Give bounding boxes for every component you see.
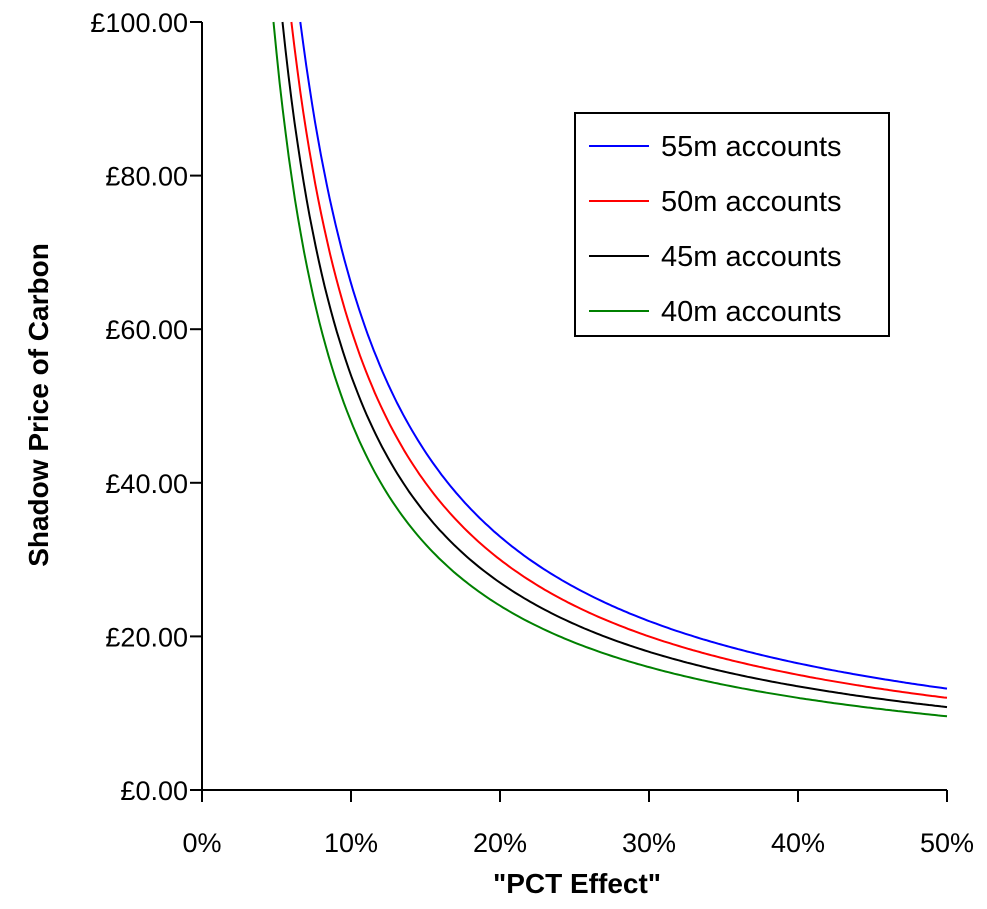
axes: £0.00 £20.00 £40.00 £60.00 £80.00 £100.00 0% 10… — [90, 8, 974, 858]
legend-label: 55m accounts — [661, 131, 842, 163]
y-axis-title: Shadow Price of Carbon — [23, 243, 54, 567]
y-tick-label: £20.00 — [105, 622, 188, 652]
y-tick-label: £80.00 — [105, 162, 188, 192]
legend-label: 45m accounts — [661, 241, 842, 273]
legend-box — [574, 112, 890, 337]
series-line — [272, 21, 948, 718]
series-line — [299, 21, 948, 690]
x-tick-label: 50% — [920, 828, 974, 858]
x-axis-title: "PCT Effect" — [493, 868, 661, 899]
x-tick-label: 30% — [622, 828, 676, 858]
legend: 55m accounts 50m accounts 45m accounts 40m … — [574, 112, 890, 337]
legend-label: 50m accounts — [661, 186, 842, 218]
y-tick-label: £100.00 — [90, 8, 188, 38]
x-tick-label: 0% — [182, 828, 221, 858]
series-line — [281, 21, 948, 709]
series-line — [290, 21, 948, 699]
y-tick-label: £0.00 — [120, 776, 188, 806]
series-layer — [272, 21, 948, 718]
legend-label: 40m accounts — [661, 296, 842, 328]
x-tick-label: 40% — [771, 828, 825, 858]
x-tick-label: 20% — [473, 828, 527, 858]
y-tick-label: £40.00 — [105, 469, 188, 499]
x-tick-label: 10% — [324, 828, 378, 858]
y-tick-label: £60.00 — [105, 315, 188, 345]
